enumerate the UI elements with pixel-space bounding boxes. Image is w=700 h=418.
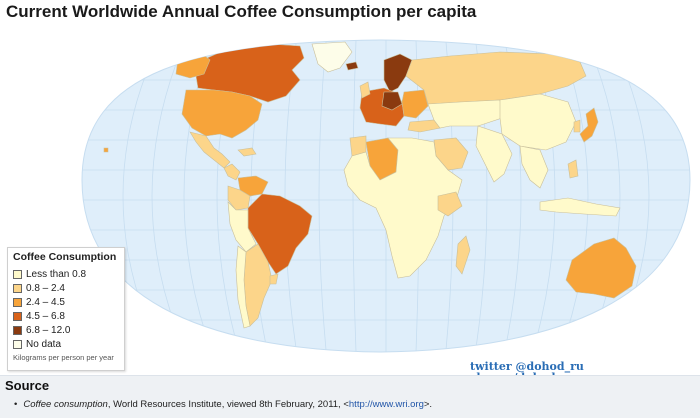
- legend-swatch: [13, 297, 22, 307]
- region-central-america[interactable]: [223, 163, 241, 181]
- map-svg: [81, 39, 691, 353]
- region-caribbean[interactable]: [237, 147, 257, 157]
- legend-swatch: [13, 311, 22, 321]
- source-title: Coffee consumption: [23, 399, 108, 410]
- source-text-end: >.: [423, 399, 433, 410]
- region-greenland[interactable]: [311, 41, 353, 73]
- region-peru-bolivia[interactable]: [227, 201, 257, 253]
- source-text: , World Resources Institute, viewed 8th …: [107, 399, 349, 410]
- watermark-twitter: twitter @dohod_ru: [470, 360, 584, 373]
- legend-label: 4.5 – 6.8: [26, 310, 65, 322]
- source-section: Source • Coffee consumption, World Resour…: [0, 375, 700, 418]
- region-korea[interactable]: [573, 119, 581, 133]
- source-citation: • Coffee consumption, World Resources Ins…: [14, 399, 432, 410]
- region-hawaii[interactable]: [103, 147, 109, 153]
- legend-swatch: [13, 325, 22, 335]
- region-india[interactable]: [475, 125, 513, 183]
- region-scandinavia[interactable]: [383, 53, 413, 93]
- legend-swatch: [13, 269, 22, 279]
- world-map[interactable]: [0, 30, 700, 375]
- region-uruguay[interactable]: [269, 273, 279, 285]
- page-title: Current Worldwide Annual Coffee Consumpt…: [6, 2, 477, 21]
- region-southeast-asia[interactable]: [519, 145, 549, 189]
- region-new-zealand[interactable]: [625, 291, 653, 325]
- source-link[interactable]: http://www.wri.org: [348, 399, 424, 410]
- region-china[interactable]: [499, 93, 577, 151]
- legend-title: Coffee Consumption: [13, 251, 117, 263]
- region-russia[interactable]: [405, 51, 587, 105]
- map-legend: Coffee Consumption Less than 0.8 0.8 – 2…: [7, 247, 125, 371]
- region-turkey[interactable]: [407, 119, 441, 133]
- region-australia[interactable]: [565, 237, 637, 299]
- legend-label: Less than 0.8: [26, 268, 87, 280]
- region-mexico[interactable]: [189, 131, 231, 169]
- legend-label: 2.4 – 4.5: [26, 296, 65, 308]
- region-indonesia[interactable]: [539, 197, 621, 217]
- legend-item: 6.8 – 12.0: [13, 323, 119, 337]
- legend-note: Kilograms per person per year: [13, 353, 114, 362]
- legend-item: No data: [13, 337, 119, 351]
- region-usa[interactable]: [181, 89, 263, 139]
- region-philippines[interactable]: [567, 159, 579, 179]
- bullet: •: [14, 399, 18, 410]
- legend-item: Less than 0.8: [13, 267, 119, 281]
- source-heading: Source: [5, 378, 50, 393]
- legend-swatch: [13, 283, 22, 293]
- legend-item: 4.5 – 6.8: [13, 309, 119, 323]
- legend-swatch: [13, 339, 22, 349]
- region-uk[interactable]: [359, 81, 371, 99]
- legend-label: 0.8 – 2.4: [26, 282, 65, 294]
- region-iceland[interactable]: [345, 61, 359, 71]
- legend-item: 0.8 – 2.4: [13, 281, 119, 295]
- region-ethiopia[interactable]: [437, 191, 463, 217]
- legend-label: No data: [26, 338, 62, 350]
- region-germany[interactable]: [381, 91, 403, 111]
- region-japan[interactable]: [579, 107, 599, 143]
- legend-item: 2.4 – 4.5: [13, 295, 119, 309]
- legend-label: 6.8 – 12.0: [26, 324, 71, 336]
- region-madagascar[interactable]: [455, 235, 471, 275]
- region-chile[interactable]: [235, 245, 251, 329]
